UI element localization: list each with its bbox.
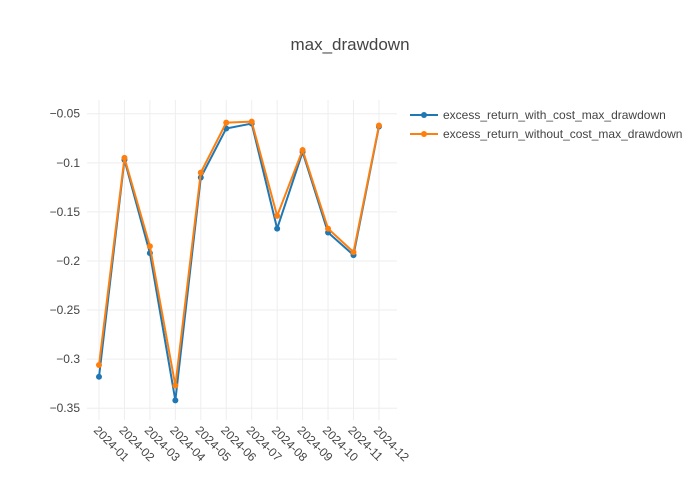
- y-tick-label: −0.35: [50, 401, 81, 415]
- legend-swatch-marker: [421, 112, 427, 118]
- chart-title: max_drawdown: [290, 35, 409, 54]
- data-point[interactable]: [121, 154, 128, 161]
- legend[interactable]: excess_return_with_cost_max_drawdownexce…: [410, 108, 682, 141]
- data-point[interactable]: [248, 118, 255, 125]
- data-point[interactable]: [223, 119, 230, 126]
- legend-label: excess_return_without_cost_max_drawdown: [443, 127, 682, 141]
- y-tick-label: −0.1: [56, 156, 80, 170]
- y-tick-label: −0.15: [50, 205, 81, 219]
- series-line: [98, 122, 380, 402]
- legend-item[interactable]: excess_return_without_cost_max_drawdown: [410, 127, 682, 141]
- y-tick-label: −0.05: [50, 107, 81, 121]
- data-point[interactable]: [299, 147, 306, 154]
- data-point[interactable]: [172, 397, 179, 404]
- data-point[interactable]: [96, 362, 102, 369]
- data-point[interactable]: [274, 212, 281, 219]
- legend-swatch-marker: [421, 131, 427, 137]
- data-point[interactable]: [325, 225, 332, 232]
- legend-label: excess_return_with_cost_max_drawdown: [443, 108, 666, 122]
- y-tick-label: −0.25: [50, 303, 81, 317]
- data-point[interactable]: [146, 243, 153, 250]
- series-lines: [96, 118, 382, 404]
- y-axis-ticks: −0.35 −0.3 −0.25 −0.2 −0.15 −0.1 −0.05: [50, 107, 81, 415]
- x-axis-ticks: 2024-012024-022024-032024-042024-052024-…: [91, 423, 412, 464]
- data-point[interactable]: [96, 373, 102, 380]
- data-point[interactable]: [197, 169, 204, 176]
- y-tick-label: −0.3: [56, 352, 80, 366]
- series-line: [98, 120, 380, 387]
- y-tick-label: −0.2: [56, 254, 80, 268]
- data-point[interactable]: [375, 122, 382, 129]
- series-2: [96, 118, 382, 389]
- grid-lines: [87, 100, 397, 420]
- data-point[interactable]: [172, 382, 179, 389]
- legend-item[interactable]: excess_return_with_cost_max_drawdown: [410, 108, 666, 122]
- data-point[interactable]: [274, 225, 281, 232]
- data-point[interactable]: [350, 249, 357, 256]
